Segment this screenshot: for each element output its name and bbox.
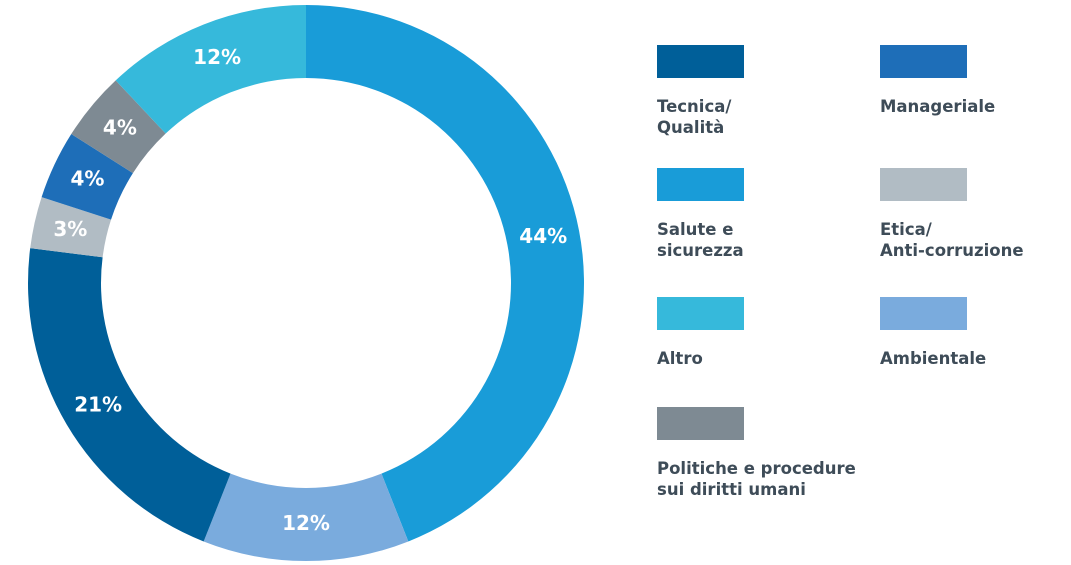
legend-item: Politiche e procedure sui diritti umani: [657, 407, 877, 500]
legend-item: Ambientale: [880, 297, 1071, 369]
legend-swatch: [880, 168, 967, 201]
data-label: 4%: [103, 116, 137, 140]
legend-label: Etica/ Anti-corruzione: [880, 220, 1024, 260]
legend-swatch: [657, 168, 744, 201]
legend-label: Manageriale: [880, 97, 996, 116]
legend-label: Politiche e procedure sui diritti umani: [657, 459, 856, 499]
legend-item: Manageriale: [880, 45, 1071, 117]
legend-swatch: [657, 407, 744, 440]
legend-swatch: [880, 297, 967, 330]
legend-item: Altro: [657, 297, 877, 369]
data-label: 3%: [53, 217, 87, 241]
donut-chart: 44% 12% 21% 3% 4% 4% 12%: [27, 5, 585, 561]
donut-segment: [115, 5, 306, 134]
donut-segment: [41, 134, 133, 220]
legend-label: Tecnica/ Qualità: [657, 97, 732, 137]
legend-label: Salute e sicurezza: [657, 220, 744, 260]
legend-item: Etica/ Anti-corruzione: [880, 168, 1071, 261]
donut-segment: [27, 248, 231, 542]
data-label: 4%: [70, 167, 104, 191]
data-label: 12%: [193, 45, 241, 69]
legend-item: Salute e sicurezza: [657, 168, 877, 261]
donut-segment: [306, 5, 585, 542]
legend-swatch: [880, 45, 967, 78]
data-label: 12%: [282, 511, 330, 535]
data-label: 21%: [74, 392, 122, 416]
legend-label: Altro: [657, 349, 703, 368]
donut-segment: [203, 473, 409, 561]
donut-segment: [71, 80, 166, 174]
legend-swatch: [657, 297, 744, 330]
legend-item: Tecnica/ Qualità: [657, 45, 877, 138]
legend-swatch: [657, 45, 744, 78]
donut-segment: [30, 197, 112, 258]
data-label: 44%: [519, 224, 567, 248]
legend-label: Ambientale: [880, 349, 987, 368]
